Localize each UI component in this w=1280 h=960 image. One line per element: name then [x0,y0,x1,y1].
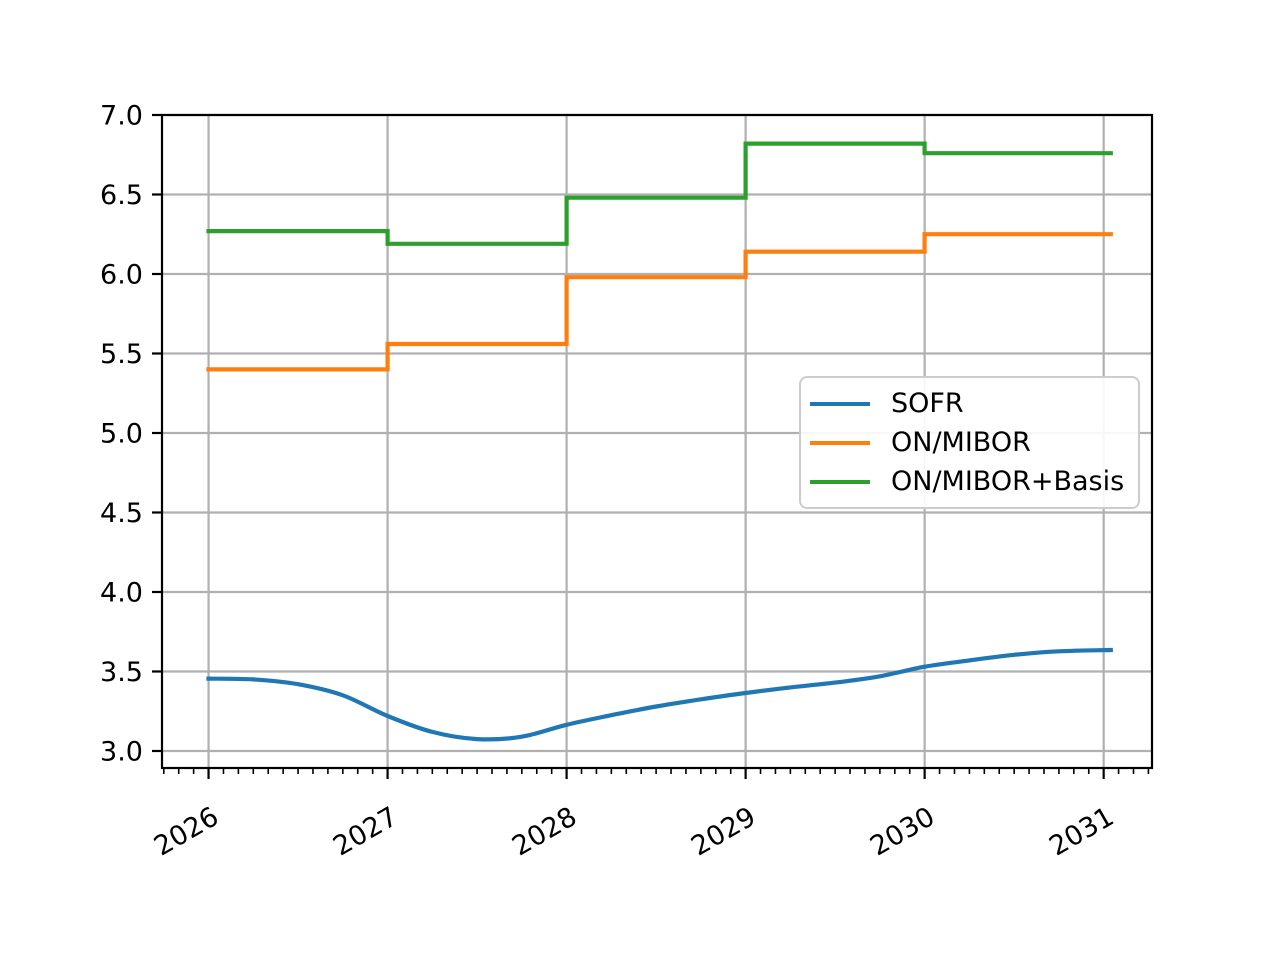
series-line-on-mibor-basis [206,141,1113,246]
y-axis-tick-label: 5.5 [100,339,143,370]
y-axis-tick-label: 6.0 [100,259,143,290]
legend-label-on-mibor: ON/MIBOR [891,427,1031,458]
y-axis-tick-label: 4.5 [100,498,143,529]
legend-line-on-mibor-basis [810,479,870,484]
legend-label-on-mibor-basis: ON/MIBOR+Basis [891,466,1125,497]
y-axis-tick-label: 7.0 [100,101,143,132]
legend-line-sofr [810,401,870,406]
legend-item-on-mibor: ON/MIBOR [810,429,1132,456]
legend-label-sofr: SOFR [891,388,964,419]
y-axis-tick-label: 3.5 [100,657,143,688]
legend: SOFR ON/MIBOR ON/MIBOR+Basis [799,376,1140,509]
legend-line-on-mibor [810,440,870,445]
legend-item-sofr: SOFR [810,390,1132,417]
legend-item-on-mibor-basis: ON/MIBOR+Basis [810,468,1132,495]
y-axis-tick-label: 5.0 [100,418,143,449]
axes-frame [160,113,1154,770]
y-axis-tick-label: 3.0 [100,736,143,767]
series-line-sofr [206,647,1113,742]
y-axis-tick-label: 6.5 [100,180,143,211]
series-line-on-mibor [206,232,1113,372]
y-axis-tick-label: 4.0 [100,577,143,608]
